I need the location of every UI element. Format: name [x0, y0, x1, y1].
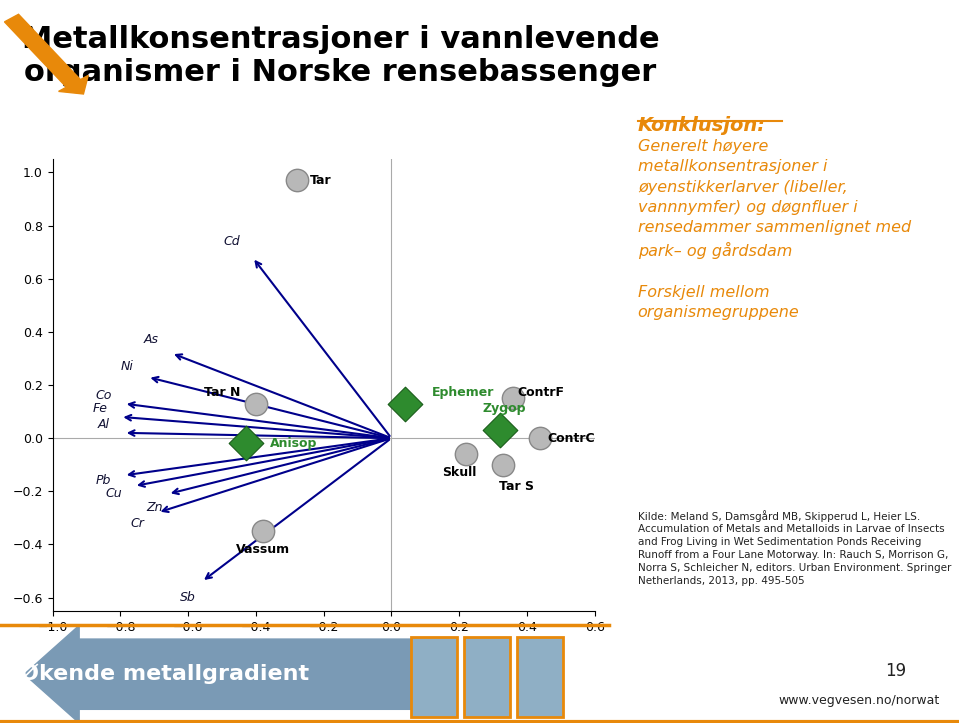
FancyBboxPatch shape — [411, 637, 456, 717]
Text: Tar N: Tar N — [204, 387, 241, 400]
Text: Cd: Cd — [223, 235, 241, 248]
Text: Kilde: Meland S, Damsgård MB, Skipperud L, Heier LS.
Accumulation of Metals and : Kilde: Meland S, Damsgård MB, Skipperud … — [638, 510, 951, 586]
Point — [492, 424, 507, 436]
Text: Zygop: Zygop — [482, 403, 526, 416]
Point — [238, 437, 253, 449]
Point — [289, 174, 304, 186]
Text: Fe: Fe — [93, 403, 107, 416]
Text: Zn: Zn — [146, 501, 163, 514]
FancyBboxPatch shape — [464, 637, 509, 717]
Text: Skull: Skull — [442, 466, 477, 479]
Text: Pb: Pb — [96, 474, 111, 487]
Text: Ni: Ni — [121, 360, 133, 373]
Text: Vassum: Vassum — [236, 543, 290, 556]
Text: Generelt høyere
metallkonsentrasjoner i
øyenstikkerlarver (libeller,
vannnymfer): Generelt høyere metallkonsentrasjoner i … — [638, 139, 911, 320]
Text: Cr: Cr — [130, 517, 145, 530]
Text: Ephemer: Ephemer — [433, 387, 495, 400]
FancyBboxPatch shape — [517, 637, 563, 717]
Text: ContrC: ContrC — [547, 432, 595, 445]
Text: Co: Co — [95, 389, 112, 402]
Point — [533, 432, 549, 444]
Text: Tar: Tar — [310, 174, 331, 187]
Point — [496, 459, 511, 471]
Text: 19: 19 — [885, 662, 906, 680]
Text: ContrF: ContrF — [517, 387, 564, 400]
Text: Anisop: Anisop — [269, 437, 316, 450]
Point — [505, 393, 521, 404]
Text: organismer i Norske rensebassenger: organismer i Norske rensebassenger — [24, 58, 657, 87]
Text: Cu: Cu — [105, 487, 122, 500]
Text: Metallkonsentrasjoner i vannlevende: Metallkonsentrasjoner i vannlevende — [22, 25, 659, 54]
Text: Konklusjon:: Konklusjon: — [638, 116, 765, 134]
Text: As: As — [144, 333, 158, 346]
Point — [255, 526, 270, 537]
Text: Sb: Sb — [180, 591, 196, 604]
Point — [397, 398, 412, 409]
Text: Økende metallgradient: Økende metallgradient — [20, 664, 309, 685]
Point — [458, 448, 474, 460]
Text: Al: Al — [98, 419, 109, 432]
Text: www.vegvesen.no/norwat: www.vegvesen.no/norwat — [779, 694, 940, 707]
Text: Tar S: Tar S — [500, 479, 534, 492]
Point — [248, 398, 264, 409]
FancyArrow shape — [24, 625, 427, 723]
